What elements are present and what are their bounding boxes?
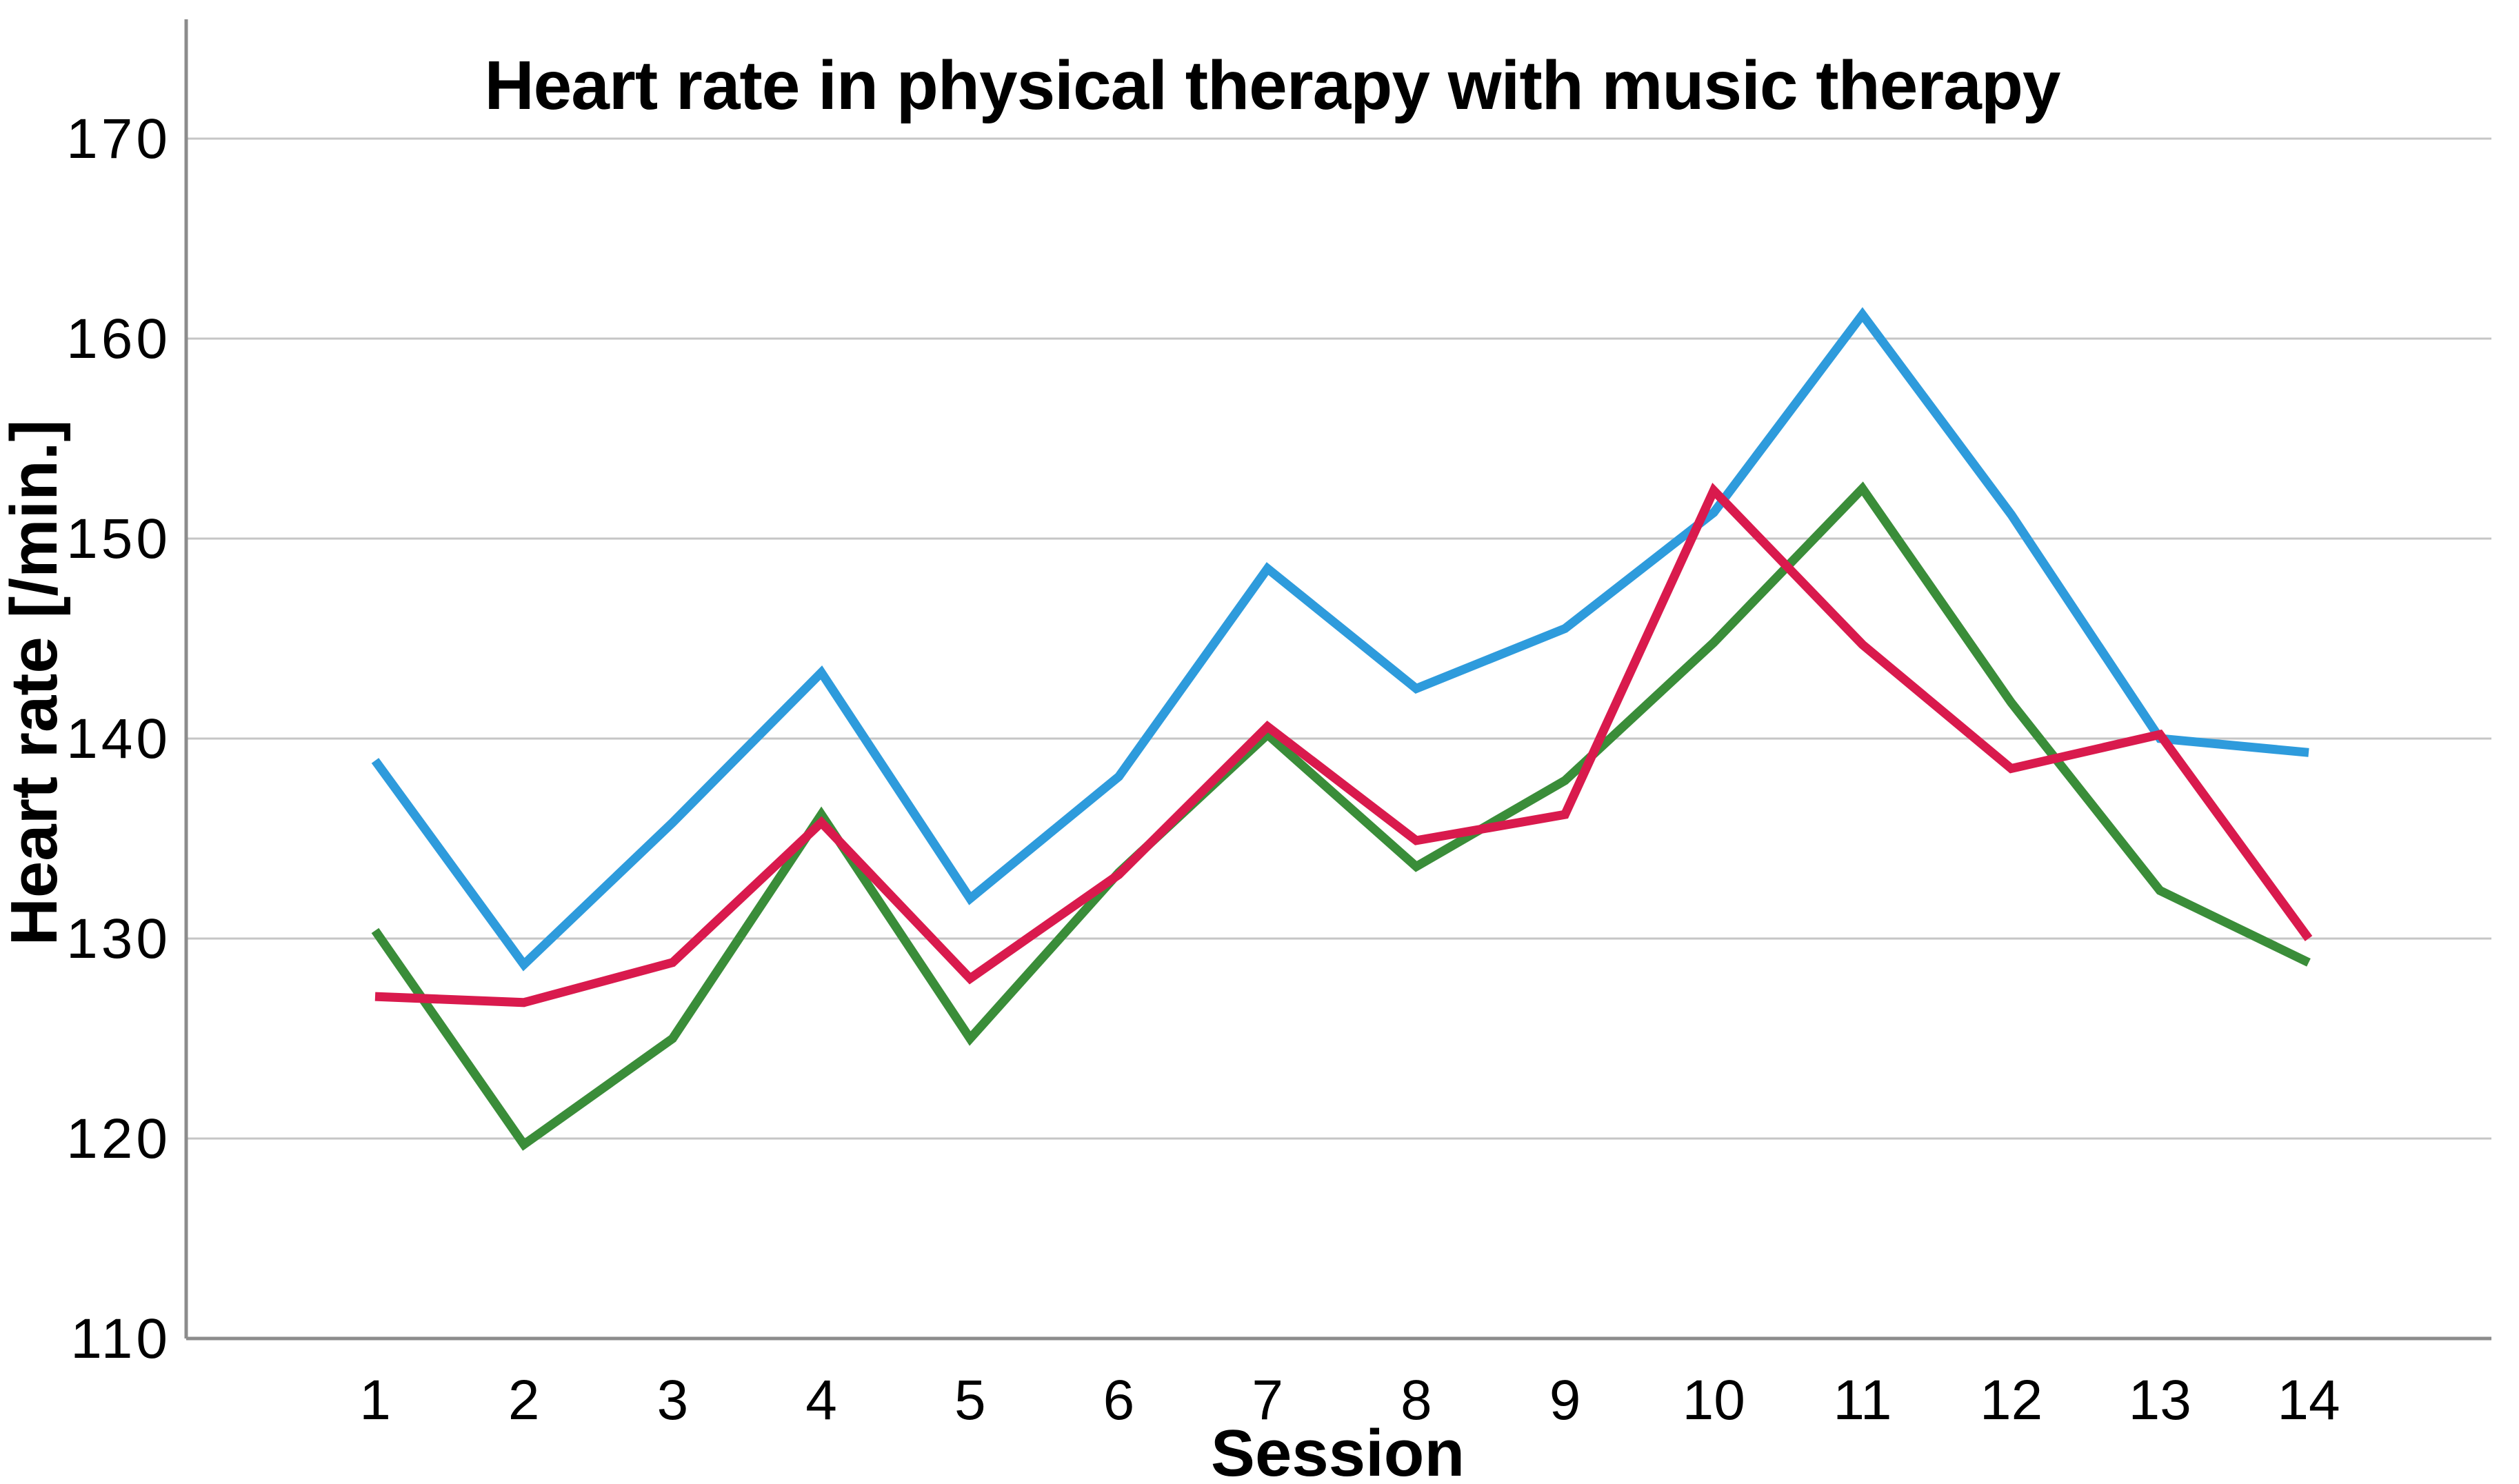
x-tick-10: 10 [1683, 1369, 1745, 1432]
x-tick-9: 9 [1549, 1369, 1581, 1432]
x-tick-8: 8 [1401, 1369, 1432, 1432]
data-series [371, 307, 2313, 1151]
y-tick-160: 160 [66, 308, 171, 370]
x-axis-title: Session [1211, 1416, 1465, 1484]
y-axis-title: Heart rate [/min.] [0, 420, 71, 946]
x-tick-1: 1 [359, 1369, 391, 1432]
x-tick-11: 11 [1833, 1369, 1891, 1432]
chart-title: Heart rate in physical therapy with musi… [484, 47, 2060, 124]
y-tick-120: 120 [66, 1107, 171, 1170]
axes [184, 19, 2491, 1341]
x-tick-3: 3 [657, 1369, 689, 1432]
x-tick-2: 2 [508, 1369, 540, 1432]
y-tick-140: 140 [66, 708, 171, 770]
y-tick-130: 130 [66, 908, 171, 970]
x-tick-5: 5 [954, 1369, 986, 1432]
line-series-blue [371, 307, 2309, 972]
gridlines [186, 137, 2491, 1140]
x-tick-12: 12 [1980, 1369, 2043, 1432]
line-series-red [374, 483, 2313, 1007]
y-tick-170: 170 [66, 108, 171, 170]
x-tick-7: 7 [1252, 1369, 1283, 1432]
y-tick-150: 150 [66, 508, 171, 570]
x-tick-6: 6 [1103, 1369, 1135, 1432]
x-tick-4: 4 [805, 1369, 837, 1432]
line-series-green [371, 481, 2311, 1151]
y-tick-110: 110 [70, 1307, 171, 1370]
x-tick-13: 13 [2129, 1369, 2191, 1432]
x-tick-14: 14 [2277, 1369, 2340, 1432]
